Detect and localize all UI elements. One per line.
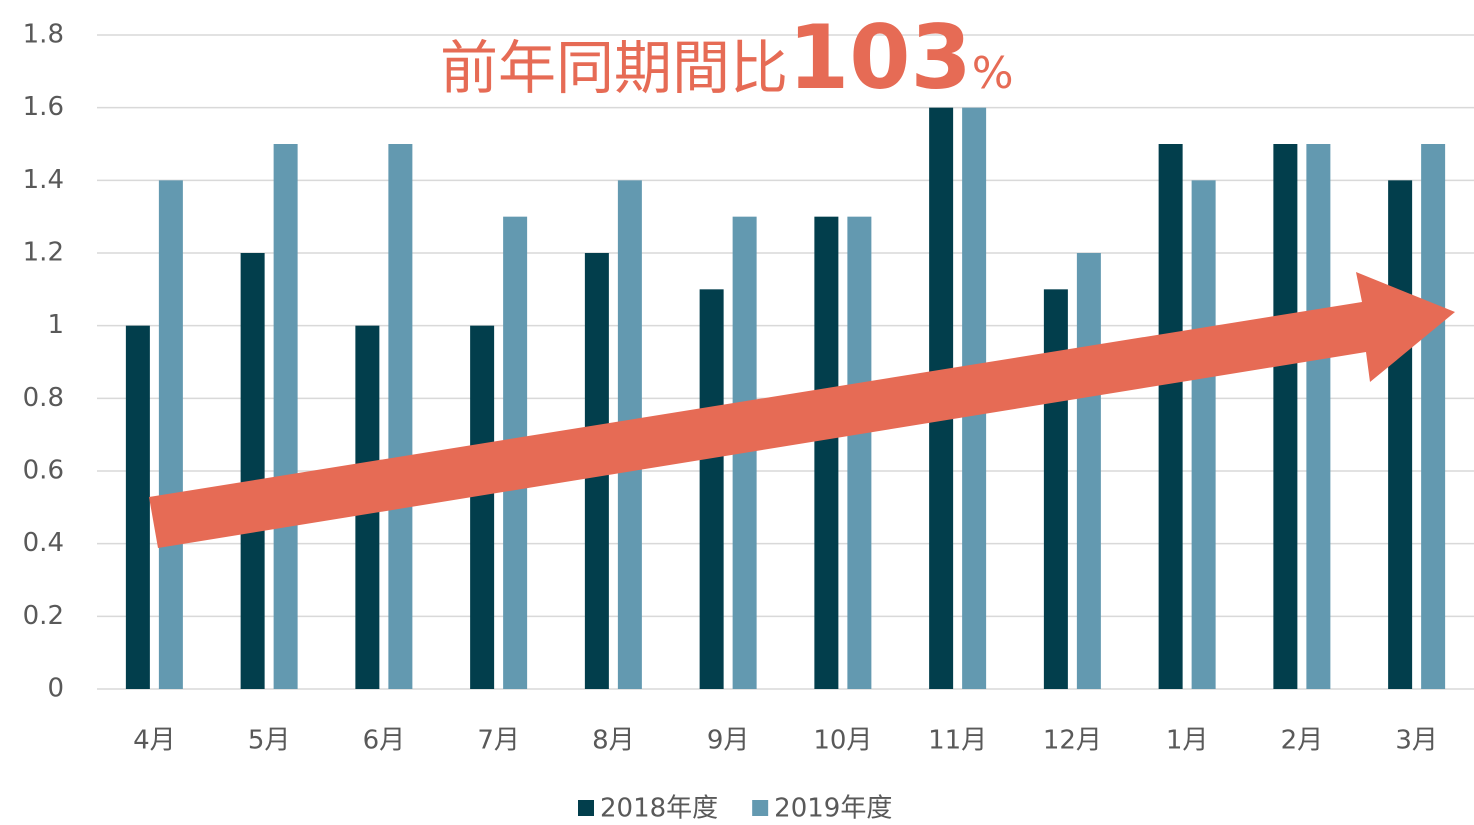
y-tick-label: 0 — [47, 674, 64, 704]
x-tick-label: 6月 — [363, 726, 406, 756]
x-tick-label: 1月 — [1166, 726, 1209, 756]
x-tick-label: 2月 — [1281, 726, 1324, 756]
trend-arrow — [149, 272, 1455, 548]
bar — [1043, 289, 1068, 689]
x-tick-label: 3月 — [1395, 726, 1438, 756]
bar — [1273, 144, 1298, 689]
annotation-text: 前年同期間比 — [440, 34, 788, 102]
bar — [240, 253, 265, 689]
annotation-unit: % — [972, 48, 1014, 99]
legend-label: 2019年度 — [774, 794, 892, 824]
bar — [1306, 144, 1331, 689]
x-tick-label: 4月 — [133, 726, 176, 756]
annotation: 前年同期間比103% — [440, 6, 1014, 109]
bar — [1191, 180, 1216, 690]
bars — [125, 107, 1446, 690]
y-tick-label: 1.4 — [23, 165, 64, 195]
bar — [847, 216, 872, 689]
x-tick-label: 12月 — [1043, 726, 1102, 756]
y-tick-label: 1.2 — [23, 238, 64, 268]
bar — [699, 289, 724, 689]
bar — [1388, 180, 1413, 690]
bar — [388, 144, 413, 689]
x-tick-label: 10月 — [813, 726, 872, 756]
legend-swatch — [752, 800, 769, 816]
x-tick-label: 7月 — [477, 726, 520, 756]
bar — [125, 325, 150, 689]
bar — [1076, 253, 1101, 689]
y-tick-label: 1.6 — [23, 92, 64, 122]
y-tick-label: 0.4 — [23, 528, 64, 558]
x-tick-label: 8月 — [592, 726, 635, 756]
y-tick-label: 0.2 — [23, 601, 64, 631]
bar — [1158, 144, 1183, 689]
bar — [273, 144, 298, 689]
bar — [814, 216, 839, 689]
bar — [1421, 144, 1446, 689]
bar — [470, 325, 495, 689]
x-tick-label: 11月 — [928, 726, 987, 756]
y-tick-label: 0.8 — [23, 383, 64, 413]
legend: 2018年度 2019年度 — [578, 794, 892, 824]
annotation-number: 103 — [788, 6, 972, 109]
x-tick-label: 5月 — [248, 726, 291, 756]
y-tick-label: 0.6 — [23, 456, 64, 486]
bar — [158, 180, 183, 690]
y-tick-label: 1 — [47, 310, 64, 340]
legend-swatch — [578, 800, 594, 816]
y-tick-label: 1.8 — [23, 20, 64, 50]
legend-label: 2018年度 — [600, 794, 718, 824]
x-tick-label: 9月 — [707, 726, 750, 756]
